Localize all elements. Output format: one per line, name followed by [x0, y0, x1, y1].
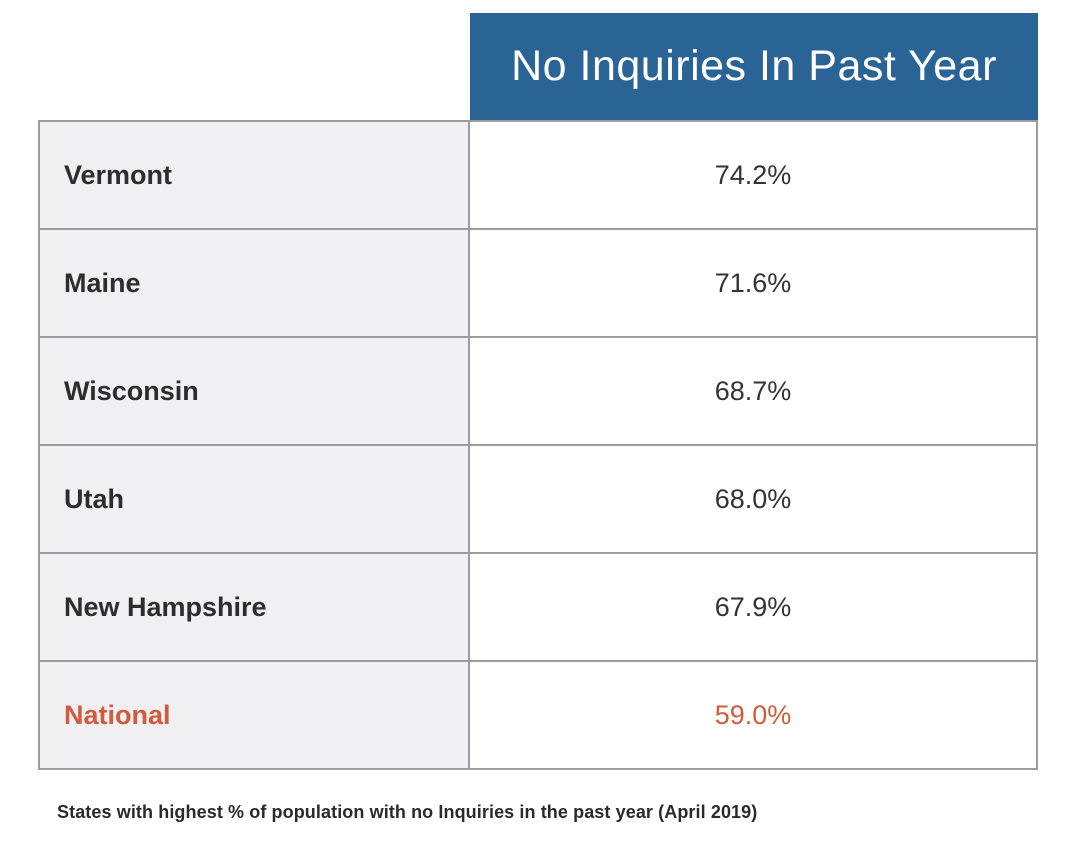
state-cell: Maine	[40, 230, 470, 336]
state-cell: National	[40, 662, 470, 768]
value-cell: 71.6%	[470, 230, 1036, 336]
table-caption: States with highest % of population with…	[57, 802, 758, 822]
state-cell: Vermont	[40, 122, 470, 228]
state-cell: Utah	[40, 446, 470, 552]
value-cell: 59.0%	[470, 662, 1036, 768]
state-cell: Wisconsin	[40, 338, 470, 444]
table-row: Wisconsin 68.7%	[40, 336, 1036, 444]
value-cell: 74.2%	[470, 122, 1036, 228]
value-cell: 67.9%	[470, 554, 1036, 660]
table-row: Utah 68.0%	[40, 444, 1036, 552]
table-row: New Hampshire 67.9%	[40, 552, 1036, 660]
table-column-header: No Inquiries In Past Year	[470, 13, 1038, 120]
state-cell: New Hampshire	[40, 554, 470, 660]
value-cell: 68.0%	[470, 446, 1036, 552]
data-table: Vermont 74.2% Maine 71.6% Wisconsin 68.7…	[38, 120, 1038, 770]
table-row-national: National 59.0%	[40, 660, 1036, 768]
table-row: Vermont 74.2%	[40, 122, 1036, 228]
table-row: Maine 71.6%	[40, 228, 1036, 336]
value-cell: 68.7%	[470, 338, 1036, 444]
